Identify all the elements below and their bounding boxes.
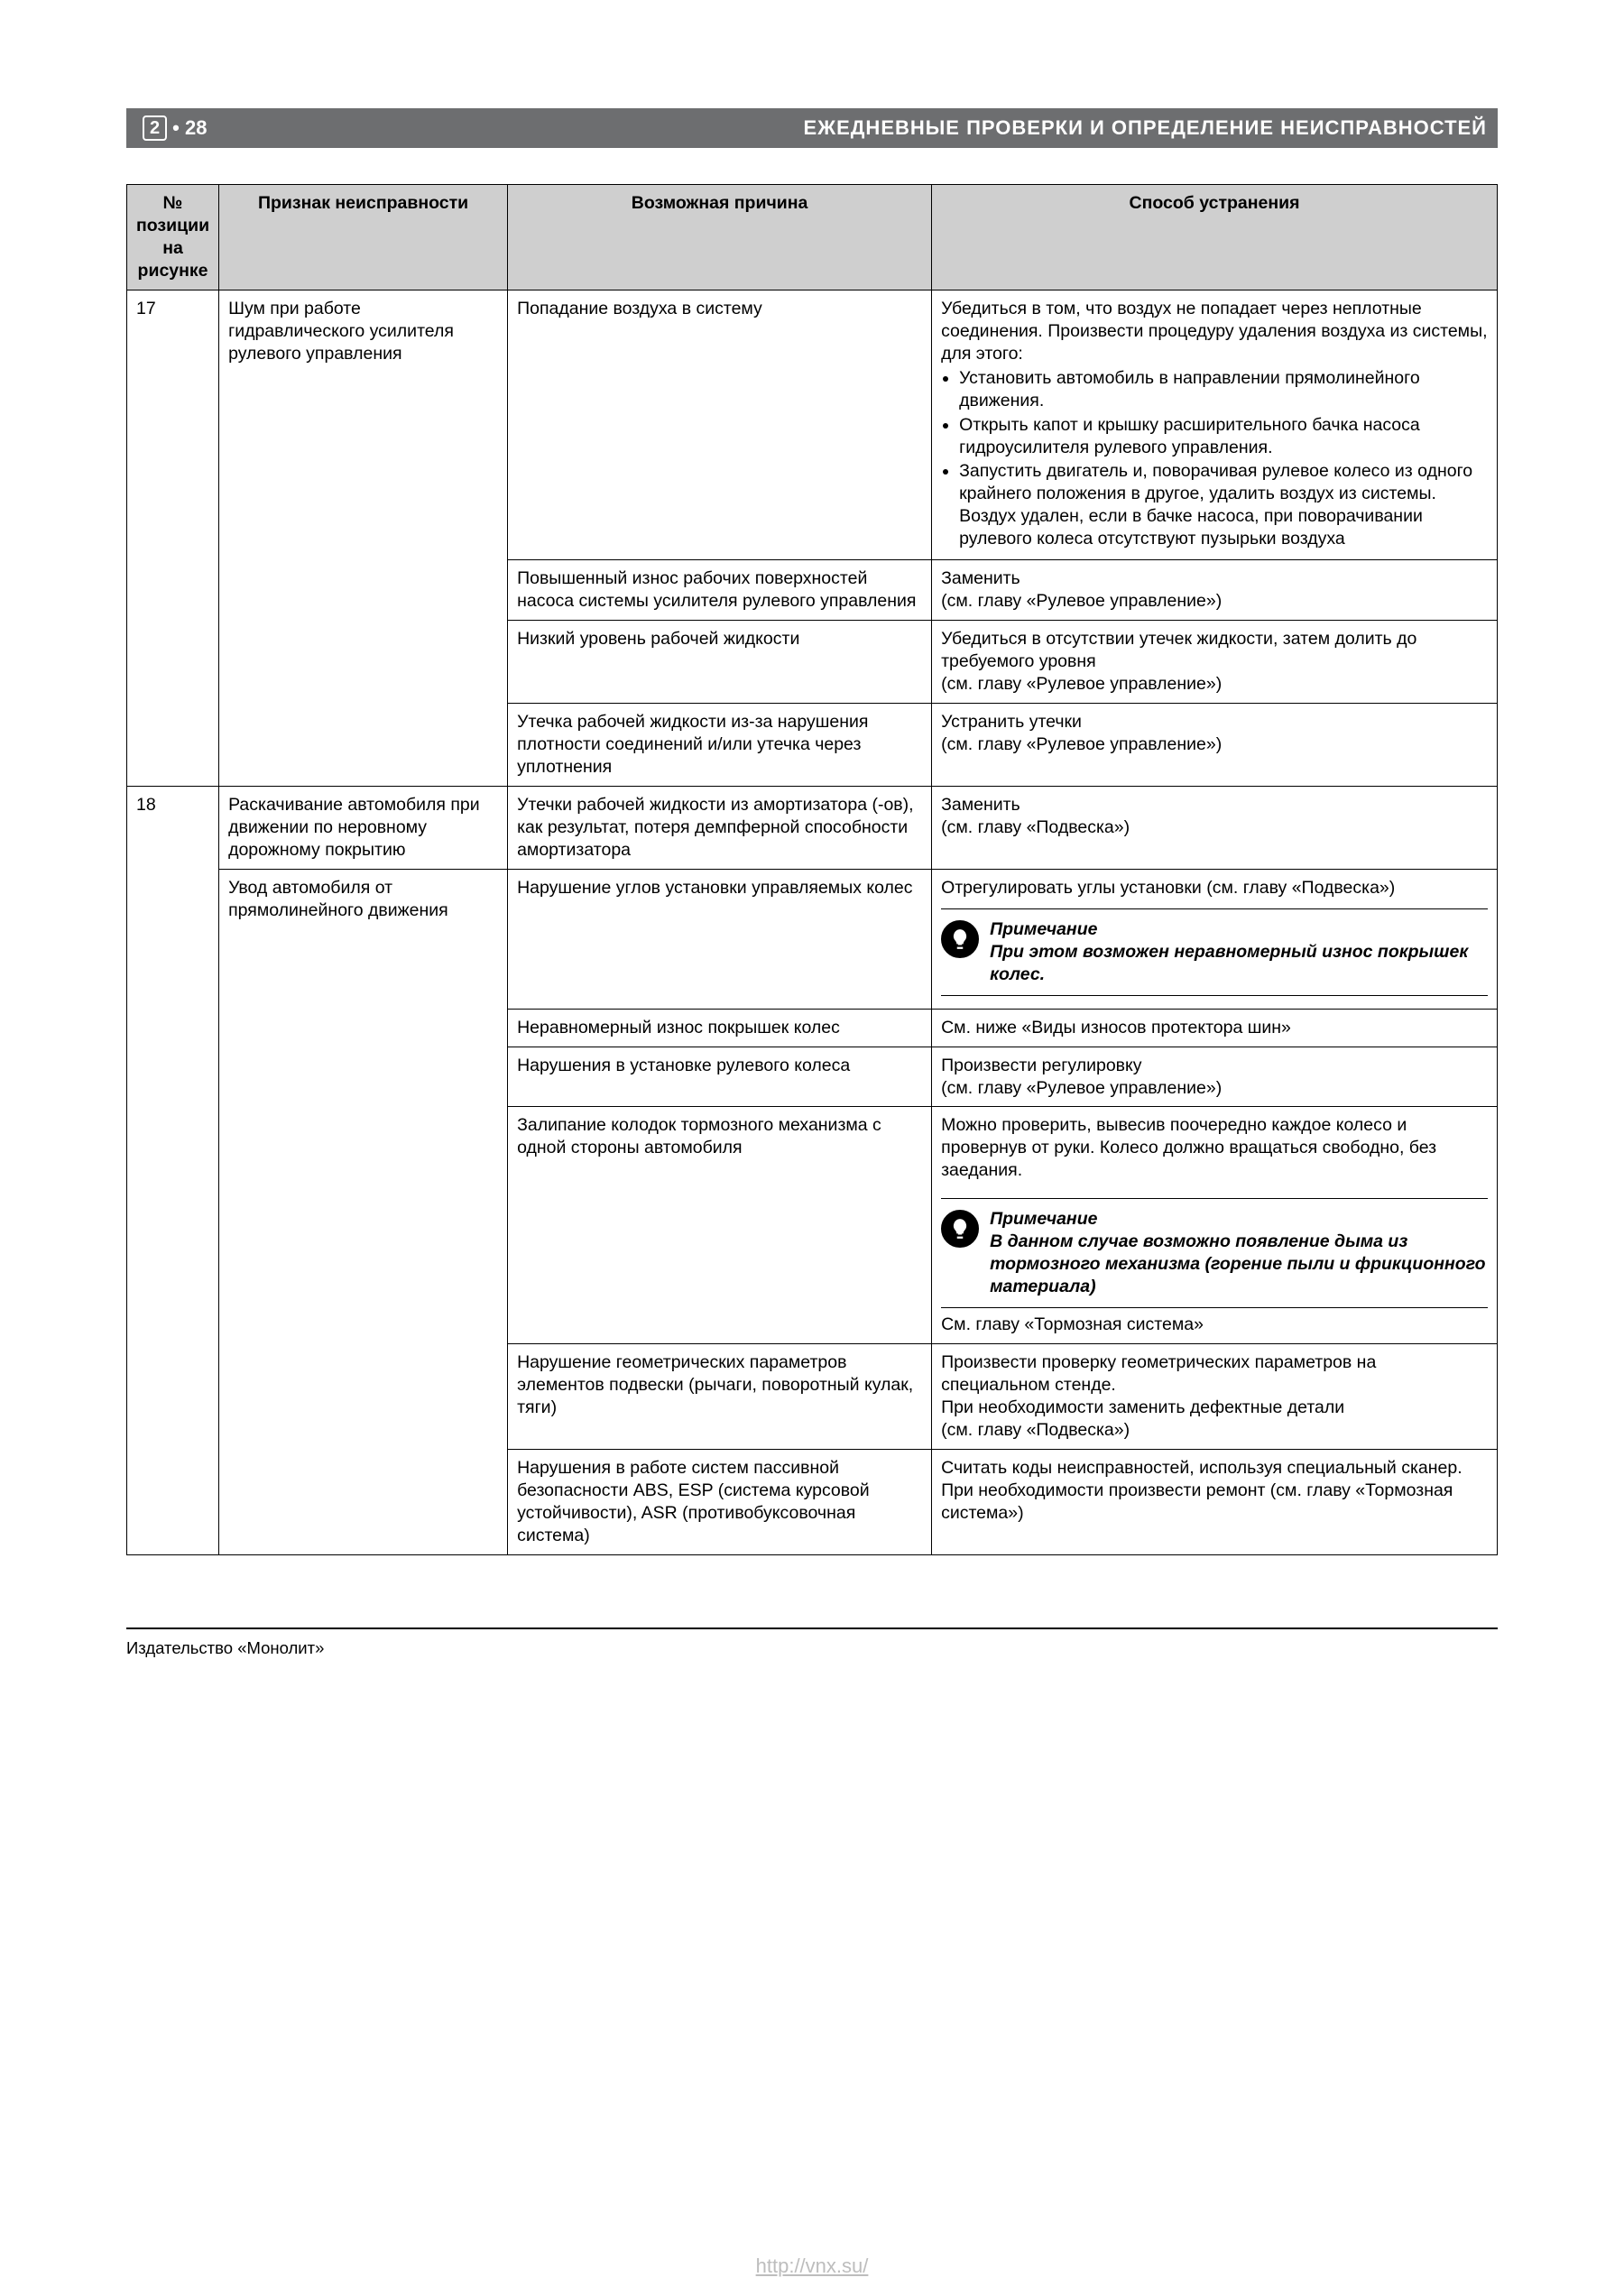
note-text: В данном случае возможно появление дыма … (990, 1231, 1488, 1298)
remedy-bullets: Установить автомобиль в направлении прям… (941, 367, 1488, 551)
note-separator (941, 1307, 1488, 1308)
note-text: При этом возможен неравномерный износ по… (990, 941, 1488, 986)
cell-sign: Раскачивание автомобиля при движении по … (219, 786, 508, 869)
remedy-intro: Убедиться в том, что воздух не попадает … (941, 299, 1487, 364)
page: 2 • 28 ЕЖЕДНЕВНЫЕ ПРОВЕРКИ И ОПРЕДЕЛЕНИЕ… (0, 0, 1624, 2296)
header-title: ЕЖЕДНЕВНЫЕ ПРОВЕРКИ И ОПРЕДЕЛЕНИЕ НЕИСПР… (271, 108, 1498, 148)
note-title: Примечание (990, 918, 1488, 941)
lightbulb-icon (941, 1210, 979, 1248)
note-separator (941, 908, 1488, 909)
remedy-text: Можно проверить, вывесив поочередно кажд… (941, 1115, 1436, 1180)
cell-sign: Шум при работе гидравлического усилителя… (219, 290, 508, 786)
th-sign: Признак неисправности (219, 185, 508, 290)
page-bullet: • (172, 116, 185, 140)
publisher: Издательство «Монолит» (126, 1638, 1498, 1658)
cell-remedy: Убедиться в отсутствии утечек жидкости, … (932, 621, 1498, 704)
cell-cause: Нарушения в работе систем пассивной безо… (508, 1449, 932, 1554)
note-separator (941, 995, 1488, 996)
table-header-row: № позиции на рисунке Признак неисправнос… (127, 185, 1498, 290)
cell-remedy: Можно проверить, вывесив поочередно кажд… (932, 1107, 1498, 1344)
header-left: 2 • 28 (126, 108, 271, 148)
cell-cause: Неравномерный износ покрышек колес (508, 1009, 932, 1047)
chapter-number: 2 (143, 115, 167, 141)
note-block: Примечание В данном случае возможно появ… (941, 1208, 1488, 1298)
th-num: № позиции на рисунке (127, 185, 219, 290)
cell-cause: Нарушение геометрических параметров элем… (508, 1344, 932, 1450)
page-number: 28 (185, 116, 207, 140)
bullet: Открыть капот и крышку расширительного б… (959, 414, 1488, 459)
bullet: Запустить двигатель и, поворачивая рулев… (959, 460, 1488, 550)
cell-cause: Низкий уровень рабочей жидкости (508, 621, 932, 704)
cell-remedy: Произвести проверку геометрических парам… (932, 1344, 1498, 1450)
cell-cause: Нарушения в установке рулевого колеса (508, 1047, 932, 1107)
cell-num: 17 (127, 290, 219, 786)
cell-cause: Попадание воздуха в систему (508, 290, 932, 559)
note-title: Примечание (990, 1208, 1488, 1231)
cell-cause: Утечки рабочей жидкости из амортизатора … (508, 786, 932, 869)
cell-remedy: Заменить (см. главу «Рулевое управление»… (932, 560, 1498, 621)
th-cause: Возможная причина (508, 185, 932, 290)
note-body: Примечание При этом возможен неравномерн… (990, 918, 1488, 986)
page-header: 2 • 28 ЕЖЕДНЕВНЫЕ ПРОВЕРКИ И ОПРЕДЕЛЕНИЕ… (126, 108, 1498, 148)
note-separator (941, 1198, 1488, 1199)
cell-remedy: Считать коды неисправностей, используя с… (932, 1449, 1498, 1554)
cell-remedy: Отрегулировать углы установки (см. главу… (932, 869, 1498, 1009)
cell-sign: Увод автомобиля от прямолинейного движен… (219, 869, 508, 1554)
cell-remedy: См. ниже «Виды износов протектора шин» (932, 1009, 1498, 1047)
footer-rule (126, 1627, 1498, 1629)
cell-remedy: Убедиться в том, что воздух не попадает … (932, 290, 1498, 559)
bullet: Установить автомобиль в направлении прям… (959, 367, 1488, 412)
cell-remedy: Заменить (см. главу «Подвеска») (932, 786, 1498, 869)
troubleshooting-table: № позиции на рисунке Признак неисправнос… (126, 184, 1498, 1555)
table-row: Увод автомобиля от прямолинейного движен… (127, 869, 1498, 1009)
cell-cause: Нарушение углов установки управляемых ко… (508, 869, 932, 1009)
cell-remedy: Устранить утечки (см. главу «Рулевое упр… (932, 704, 1498, 787)
table-row: 18 Раскачивание автомобиля при движении … (127, 786, 1498, 869)
table-row: 17 Шум при работе гидравлического усилит… (127, 290, 1498, 559)
cell-remedy: Произвести регулировку (см. главу «Рулев… (932, 1047, 1498, 1107)
lightbulb-icon (941, 920, 979, 958)
th-remedy: Способ устранения (932, 185, 1498, 290)
note-block: Примечание При этом возможен неравномерн… (941, 918, 1488, 986)
cell-cause: Залипание колодок тормозного механизма с… (508, 1107, 932, 1344)
watermark-link: http://vnx.su/ (756, 2255, 869, 2278)
remedy-text: Отрегулировать углы установки (см. главу… (941, 878, 1395, 898)
cell-cause: Утечка рабочей жидкости из-за нарушения … (508, 704, 932, 787)
cell-num: 18 (127, 786, 219, 1554)
note-body: Примечание В данном случае возможно появ… (990, 1208, 1488, 1298)
cell-cause: Повышенный износ рабочих поверхностей на… (508, 560, 932, 621)
remedy-after-note: См. главу «Тормозная система» (941, 1314, 1204, 1334)
